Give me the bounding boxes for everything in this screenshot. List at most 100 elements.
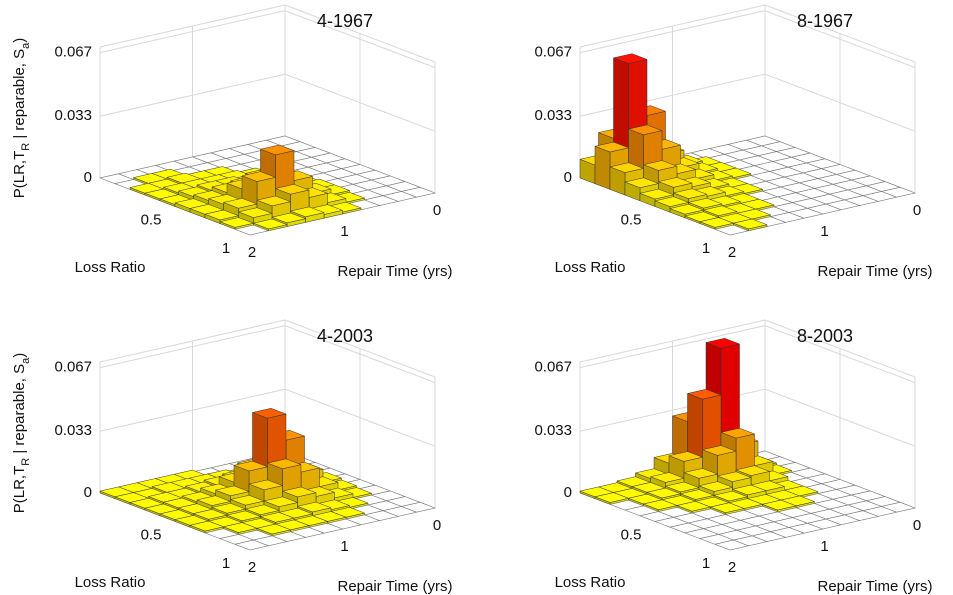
bar [761, 499, 797, 513]
x-axis-label: Loss Ratio [75, 574, 146, 591]
z-axis-label-part: | reparable, S [11, 364, 28, 458]
z-axis-label-part: P(LR,T [11, 466, 28, 514]
y-tick-label: 0 [433, 202, 441, 219]
bar-top [263, 496, 299, 507]
bar-top [289, 206, 325, 218]
z-axis-label-part: ) [11, 353, 28, 358]
bar-top [271, 212, 307, 224]
y-tick-label: 2 [248, 244, 256, 261]
bar-top [657, 177, 693, 188]
bar-top [222, 198, 258, 209]
bar-top [679, 489, 715, 500]
z-tick-label: 0.033 [534, 422, 572, 439]
x-tick-label: 0.5 [621, 526, 642, 543]
y-tick-label: 0 [913, 517, 921, 534]
y-axis-label: Repair Time (yrs) [337, 578, 452, 595]
bar-top [683, 468, 719, 479]
x-tick-label: 1 [702, 240, 710, 257]
bar-top [664, 481, 700, 493]
panel-title: 8-2003 [797, 326, 853, 346]
bar-top [713, 490, 749, 502]
x-tick-label: 1 [702, 555, 710, 572]
bar-top [189, 520, 225, 532]
bar-top [252, 218, 288, 230]
x-tick-label: 0.5 [621, 211, 642, 228]
bar-top [259, 512, 295, 523]
z-tick-label: 0 [564, 484, 572, 501]
y-tick-label: 2 [728, 559, 736, 576]
bar [256, 523, 292, 537]
z-axis-label-part: | reparable, S [11, 49, 28, 143]
grid-line [99, 73, 436, 132]
z-tick-label: 0.033 [54, 422, 92, 439]
bar-top [256, 523, 292, 535]
bar-top [669, 204, 705, 215]
bar-top [672, 188, 708, 199]
bar [233, 224, 270, 236]
bar-top [196, 495, 232, 506]
bar-top [699, 217, 735, 228]
y-tick-label: 0 [913, 202, 921, 219]
bar-top [686, 389, 722, 400]
bar-top [296, 501, 332, 513]
z-tick-label: 0.067 [54, 359, 92, 376]
bar [713, 539, 750, 551]
z-axis-label-part: a [20, 357, 32, 364]
bar [699, 217, 735, 230]
bar-top [233, 539, 270, 551]
y-axis-label: Repair Time (yrs) [817, 263, 932, 280]
z-axis-label-part: a [20, 42, 32, 49]
y-axis-label: Repair Time (yrs) [337, 263, 452, 280]
z-axis-label-part: P(LR,T [11, 151, 28, 199]
bar-top [698, 481, 734, 492]
y-tick-label: 1 [820, 223, 828, 240]
bar-top [248, 479, 284, 491]
x-tick-label: 1 [222, 555, 230, 572]
z-axis-label: P(LR,TR | reparable, Sa) [11, 38, 32, 199]
bar-top [612, 53, 648, 64]
bar-top [627, 124, 663, 136]
z-tick-label: 0.033 [54, 107, 92, 124]
bar-top [735, 465, 771, 476]
bar [642, 499, 678, 512]
bar-top [642, 499, 678, 510]
x-tick-label: 0.5 [141, 211, 162, 228]
grid-line [579, 325, 916, 384]
bar-top [233, 460, 269, 472]
bar [732, 218, 768, 232]
bar-top [720, 427, 756, 439]
y-tick-label: 0 [433, 517, 441, 534]
bar-top [624, 177, 660, 188]
grid-line [99, 325, 436, 384]
z-tick-label: 0.067 [534, 359, 572, 376]
y-axis-label: Repair Time (yrs) [817, 578, 932, 595]
bar-top [732, 218, 768, 230]
panel: 0 0.033 0.067 0.5 1 0 1 2 8-2003 Loss Ratio Repair… [534, 319, 933, 595]
bar-top [713, 539, 750, 551]
bar-top [609, 162, 645, 173]
bar-top [702, 205, 738, 216]
bar-top [256, 195, 292, 207]
panel: 0 0.033 0.067 0.5 1 0 1 2 8-1967 Loss Ratio Repair… [534, 4, 933, 280]
bar-top [229, 495, 265, 506]
bar-top [649, 472, 685, 483]
y-tick-label: 1 [340, 223, 348, 240]
bar-side [594, 145, 611, 190]
bar [219, 217, 255, 230]
bar-top [701, 445, 737, 456]
bar-top [244, 504, 280, 515]
panel-title: 4-1967 [317, 11, 373, 31]
panel-title: 8-1967 [797, 11, 853, 31]
z-tick-label: 0 [84, 484, 92, 501]
y-tick-label: 2 [248, 559, 256, 576]
bar-top [594, 492, 630, 503]
bar-top [281, 486, 317, 498]
y-tick-label: 2 [728, 244, 736, 261]
z-tick-label: 0 [84, 169, 92, 186]
z-axis-label: P(LR,TR | reparable, Sa) [11, 353, 32, 514]
bar-top [251, 408, 287, 419]
panel: 0 0.033 0.067 0.5 1 0 1 2 4-1967 Loss Ratio Repair… [11, 4, 453, 280]
bar-top [668, 451, 704, 462]
bar-top [241, 171, 277, 182]
bar [233, 539, 270, 551]
